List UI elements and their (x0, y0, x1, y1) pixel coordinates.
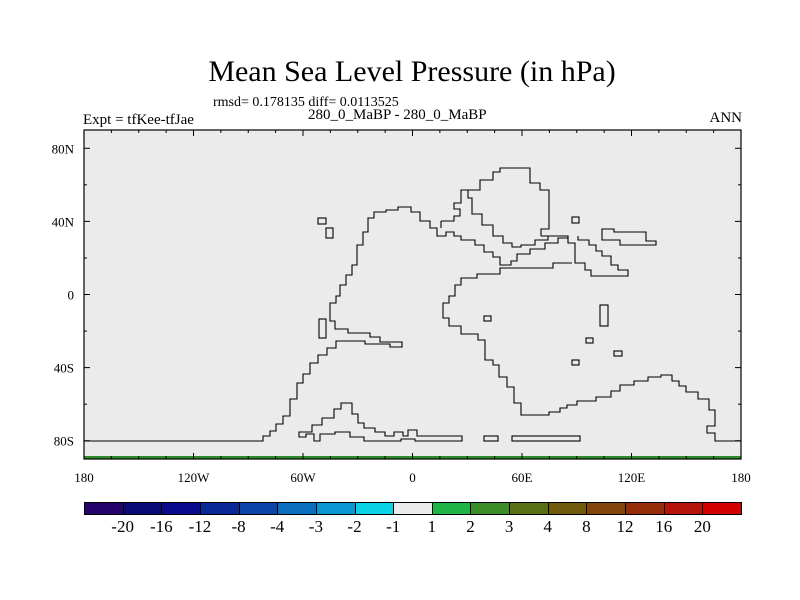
colorbar-swatch (315, 502, 356, 515)
island-indonesia-3 (613, 350, 623, 357)
axis-ticks: 180 120W 60W 0 60E 120E 180 80N 40N 0 40S 80S (52, 130, 751, 485)
colorbar-swatch (702, 502, 742, 515)
colorbar-swatch (431, 502, 472, 515)
colorbar-swatch (122, 502, 163, 515)
lon-tick-label: 60E (512, 470, 533, 485)
colorbar-label: 1 (427, 517, 437, 536)
colorbar-label: -8 (231, 517, 246, 536)
colorbar-swatch (547, 502, 588, 515)
lon-tick-label: 180 (731, 470, 751, 485)
colorbar-swatch (393, 502, 433, 515)
colorbar-swatch (663, 502, 704, 515)
island-antarctic-2 (511, 435, 581, 442)
colorbar-label: -1 (386, 517, 401, 536)
island-antarctic-1 (483, 435, 499, 442)
colorbar-swatch (84, 502, 124, 515)
island-japan (571, 216, 580, 224)
colorbar-label: 3 (504, 517, 514, 536)
island-north-atlantic (317, 217, 327, 225)
lon-tick-label: 120E (618, 470, 646, 485)
colorbar-label: 4 (543, 517, 553, 536)
stats-text: rmsd= 0.178135 diff= 0.0113525 (213, 95, 399, 110)
colorbar-swatch (625, 502, 665, 515)
colorbar-swatch (238, 502, 279, 515)
pressure-difference-field (84, 130, 741, 459)
island-indian-ocean (571, 359, 580, 366)
colorbar-label: 20 (693, 517, 711, 536)
colorbar-label: 2 (466, 517, 475, 536)
colorbar-swatch (161, 502, 201, 515)
lon-tick-label: 180 (74, 470, 94, 485)
colorbar-swatch (509, 502, 549, 515)
island-indonesia-1 (599, 304, 609, 327)
island-kamchatka (601, 228, 657, 246)
coastline-americas (84, 167, 569, 442)
colorbar-swatch (354, 502, 395, 515)
island-indonesia-2 (585, 337, 594, 344)
colorbar-label: -3 (308, 517, 323, 536)
lat-tick-label: 0 (68, 288, 75, 303)
colorbar-label: -16 (149, 517, 173, 536)
colorbar-label: -20 (111, 517, 134, 536)
lat-tick-label: 80N (52, 141, 75, 156)
island-mid-ocean (483, 315, 492, 322)
lon-tick-label: 60W (290, 470, 316, 485)
colorbar-label: 12 (616, 517, 634, 536)
coastline-asia-africa (440, 189, 741, 442)
map-title: Mean Sea Level Pressure (in hPa) (208, 55, 616, 88)
colorbar (84, 502, 742, 516)
colorbar-label: 16 (655, 517, 673, 536)
lat-tick-label: 80S (54, 434, 74, 449)
colorbar-swatch (586, 502, 627, 515)
lon-tick-label: 120W (178, 470, 211, 485)
colorbar-swatch (470, 502, 511, 515)
lon-tick-label: 0 (409, 470, 416, 485)
colorbar-label: 8 (582, 517, 591, 536)
island-east-pacific (318, 318, 327, 339)
lat-tick-label: 40N (52, 214, 75, 229)
season-label: ANN (709, 110, 743, 126)
colorbar-label: -4 (270, 517, 285, 536)
experiment-subtitle: 280_0_MaBP - 280_0_MaBP (308, 107, 487, 123)
colorbar-label: -12 (188, 517, 212, 536)
colorbar-label: -2 (347, 517, 362, 536)
coastlines (84, 167, 741, 442)
coastline-antarctic-peninsula (298, 402, 463, 442)
colorbar-swatch (199, 502, 240, 515)
lat-tick-label: 40S (54, 361, 74, 376)
experiment-label: Expt = tfKee-tfJae (83, 112, 194, 128)
colorbar-swatch (277, 502, 317, 515)
island-caribbean (325, 227, 334, 239)
